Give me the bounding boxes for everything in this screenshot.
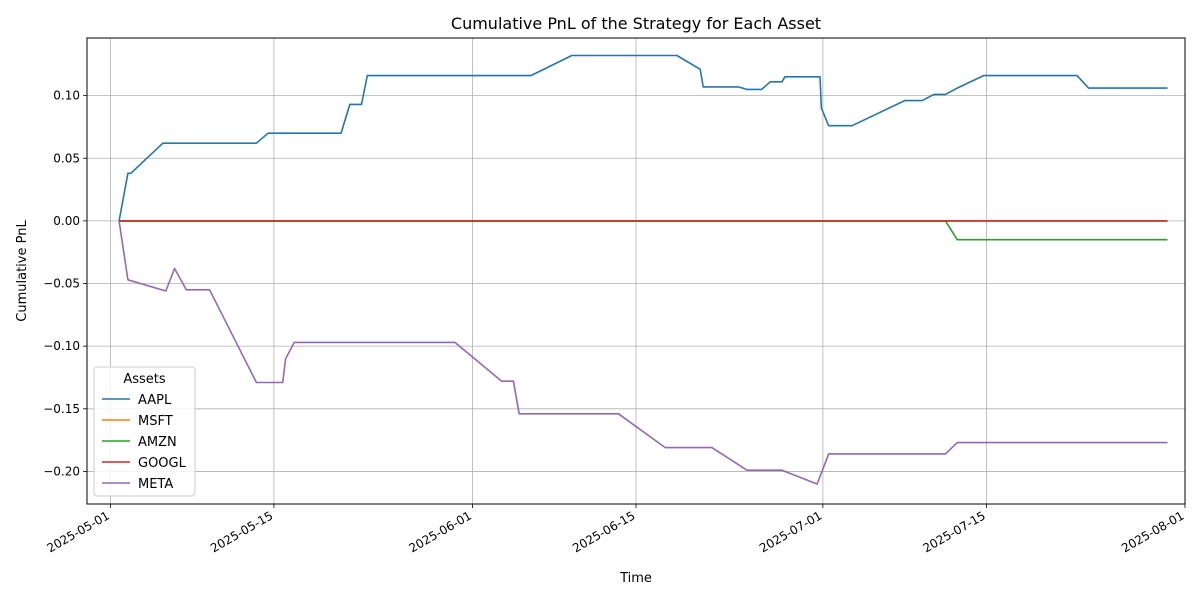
series-line-amzn: [119, 220, 1168, 241]
series-line-aapl: [118, 54, 1168, 222]
x-tick-label: 2025-05-15: [208, 508, 275, 555]
y-tick-label: −0.05: [43, 277, 80, 291]
x-tick-label: 2025-06-01: [407, 508, 474, 555]
x-tick-label: 2025-05-01: [44, 508, 111, 555]
y-tick-label: 0.05: [53, 151, 80, 165]
x-tick-label: 2025-07-01: [757, 508, 824, 555]
legend-label-meta: META: [138, 477, 173, 492]
legend-label-msft: MSFT: [138, 414, 173, 429]
x-axis-label: Time: [619, 571, 652, 586]
series-line-meta: [118, 220, 1168, 485]
chart-title: Cumulative PnL of the Strategy for Each …: [451, 14, 821, 33]
x-tick-label: 2025-08-01: [1119, 508, 1186, 555]
legend: Assets AAPL MSFT AMZN GOOGL META: [93, 366, 196, 497]
y-tick-label: −0.15: [43, 402, 80, 416]
legend-label-amzn: AMZN: [138, 435, 177, 450]
y-tick-label: 0.00: [53, 214, 80, 228]
legend-title: Assets: [123, 372, 166, 387]
y-axis-label: Cumulative PnL: [15, 220, 30, 322]
y-tick-label: −0.10: [43, 339, 80, 353]
legend-label-aapl: AAPL: [138, 393, 172, 408]
y-tick-label: −0.20: [43, 464, 80, 478]
x-tick-label: 2025-07-15: [921, 508, 988, 555]
series-lines: [118, 54, 1168, 485]
x-tick-label: 2025-06-15: [570, 508, 637, 555]
legend-label-googl: GOOGL: [138, 456, 187, 471]
y-tick-label: 0.10: [53, 89, 80, 103]
grid: [87, 38, 1186, 504]
